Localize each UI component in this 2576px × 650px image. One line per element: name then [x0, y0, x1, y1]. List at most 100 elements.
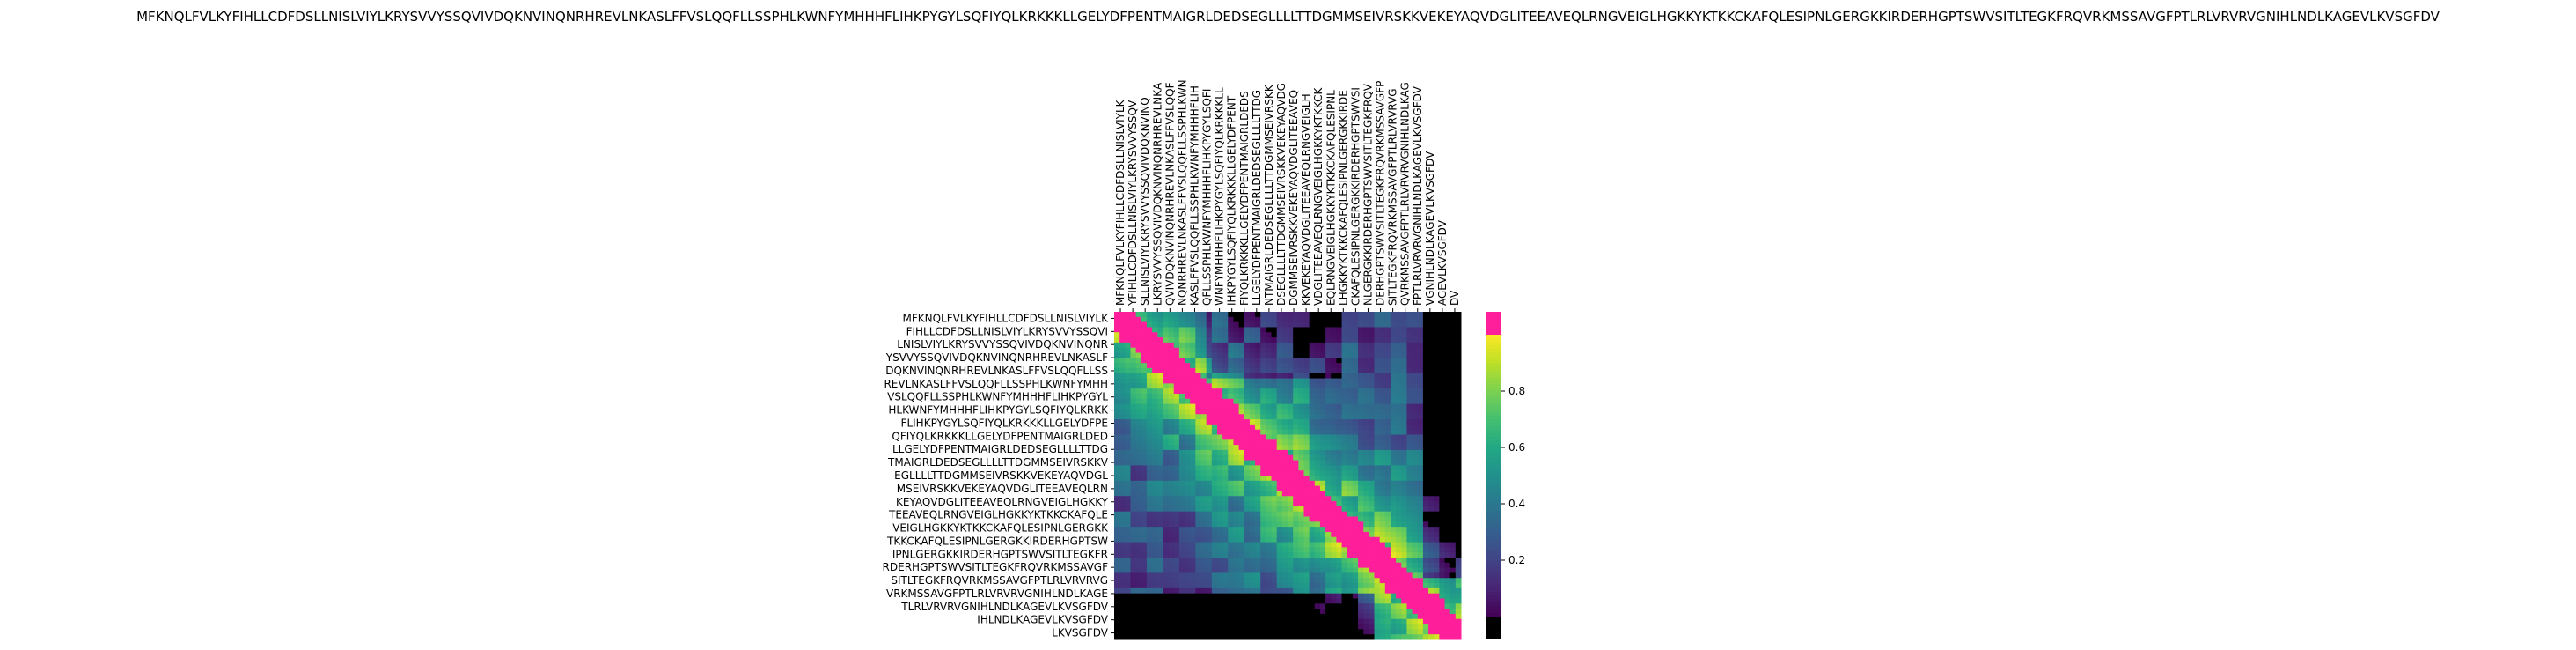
- heatmap-cell: [1358, 572, 1364, 579]
- heatmap-cell: [1281, 531, 1288, 538]
- heatmap-cell: [1293, 342, 1299, 349]
- heatmap-cell: [1439, 327, 1446, 333]
- heatmap-cell: [1412, 312, 1419, 318]
- heatmap-cell: [1379, 419, 1386, 425]
- heatmap-cell: [1363, 424, 1369, 431]
- heatmap-cell: [1331, 470, 1337, 476]
- heatmap-cell: [1211, 398, 1218, 405]
- heatmap-cell: [1341, 434, 1348, 440]
- heatmap-cell: [1379, 337, 1386, 343]
- heatmap-cell: [1358, 316, 1364, 323]
- heatmap-cell: [1298, 378, 1304, 384]
- heatmap-cell: [1271, 536, 1278, 543]
- heatmap-cell: [1309, 367, 1316, 374]
- heatmap-cell: [1190, 439, 1196, 446]
- heatmap-cell: [1157, 480, 1163, 487]
- heatmap-cell: [1369, 439, 1375, 446]
- heatmap-cell: [1211, 321, 1218, 328]
- heatmap-cell: [1369, 316, 1375, 323]
- heatmap-cell: [1444, 598, 1451, 604]
- heatmap-cell: [1358, 383, 1364, 389]
- heatmap-cell: [1266, 424, 1273, 431]
- heatmap-cell: [1336, 491, 1343, 497]
- colorbar-tick-label: 0.8: [1508, 385, 1525, 397]
- heatmap-cell: [1417, 388, 1424, 395]
- heatmap-cell: [1222, 363, 1229, 369]
- heatmap-cell: [1406, 327, 1413, 333]
- heatmap-cell: [1336, 587, 1343, 595]
- heatmap-cell: [1238, 373, 1245, 380]
- heatmap-cell: [1130, 558, 1137, 564]
- heatmap-cell: [1244, 511, 1251, 517]
- heatmap-cell: [1125, 567, 1131, 573]
- heatmap-cell: [1244, 419, 1251, 425]
- heatmap-cell: [1276, 449, 1283, 456]
- heatmap-cell: [1211, 562, 1218, 569]
- heatmap-cell: [1157, 312, 1163, 318]
- heatmap-cell: [1163, 394, 1170, 400]
- heatmap-cell: [1255, 312, 1261, 318]
- heatmap-cell: [1130, 536, 1137, 543]
- heatmap-cell: [1222, 536, 1229, 543]
- heatmap-cell: [1396, 531, 1402, 538]
- heatmap-cell: [1428, 332, 1435, 338]
- heatmap-cell: [1417, 321, 1424, 328]
- heatmap-cell: [1369, 496, 1375, 502]
- heatmap-cell: [1195, 542, 1201, 548]
- heatmap-cell: [1238, 342, 1245, 349]
- heatmap-cell: [1422, 562, 1429, 569]
- heatmap-cell: [1293, 480, 1299, 487]
- heatmap-cell: [1163, 552, 1170, 558]
- heatmap-cell: [1336, 342, 1343, 349]
- heatmap-cell: [1200, 332, 1207, 338]
- colorbar-segment: [1486, 564, 1501, 568]
- heatmap-cell: [1390, 337, 1397, 343]
- heatmap-cell: [1439, 506, 1446, 513]
- heatmap-cell: [1260, 337, 1266, 343]
- heatmap-cell: [1406, 316, 1413, 323]
- heatmap-cell: [1173, 629, 1180, 635]
- heatmap-cell: [1114, 476, 1120, 482]
- heatmap-cell: [1119, 470, 1126, 476]
- heatmap-cell: [1206, 454, 1213, 462]
- heatmap-cell: [1211, 558, 1218, 564]
- heatmap-cell: [1341, 352, 1348, 358]
- heatmap-cell: [1347, 567, 1354, 573]
- heatmap-cell: [1152, 598, 1158, 604]
- heatmap-cell: [1319, 378, 1326, 384]
- heatmap-cell: [1211, 394, 1218, 400]
- heatmap-cell: [1185, 603, 1191, 609]
- heatmap-cell: [1163, 480, 1170, 487]
- heatmap-cell: [1255, 558, 1261, 564]
- heatmap-cell: [1412, 409, 1419, 415]
- heatmap-cell: [1303, 414, 1310, 420]
- heatmap-cell: [1249, 496, 1256, 502]
- heatmap-cell: [1190, 527, 1196, 533]
- heatmap-cell: [1228, 634, 1234, 640]
- heatmap-cell: [1271, 327, 1278, 333]
- heatmap-cell: [1228, 531, 1234, 538]
- heatmap-cell: [1228, 388, 1234, 395]
- heatmap-cell: [1206, 618, 1213, 625]
- heatmap-cell: [1163, 316, 1170, 323]
- heatmap-cell: [1298, 394, 1304, 400]
- heatmap-cell: [1195, 578, 1201, 584]
- heatmap-cell: [1341, 634, 1348, 640]
- heatmap-cell: [1293, 558, 1299, 564]
- heatmap-cell: [1314, 542, 1321, 548]
- heatmap-cell: [1417, 327, 1424, 333]
- heatmap-cell: [1358, 342, 1364, 349]
- heatmap-cell: [1206, 465, 1213, 471]
- heatmap-cell: [1428, 634, 1435, 640]
- heatmap-cell: [1374, 363, 1381, 369]
- heatmap-cell: [1114, 587, 1120, 595]
- heatmap-cell: [1374, 460, 1381, 466]
- heatmap-cell: [1216, 603, 1223, 609]
- heatmap-cell: [1379, 567, 1386, 573]
- heatmap-cell: [1163, 516, 1170, 522]
- heatmap-cell: [1135, 429, 1142, 435]
- heatmap-cell: [1255, 536, 1261, 543]
- heatmap-cell: [1141, 506, 1148, 513]
- heatmap-cell: [1157, 634, 1163, 640]
- heatmap-cell: [1255, 583, 1261, 589]
